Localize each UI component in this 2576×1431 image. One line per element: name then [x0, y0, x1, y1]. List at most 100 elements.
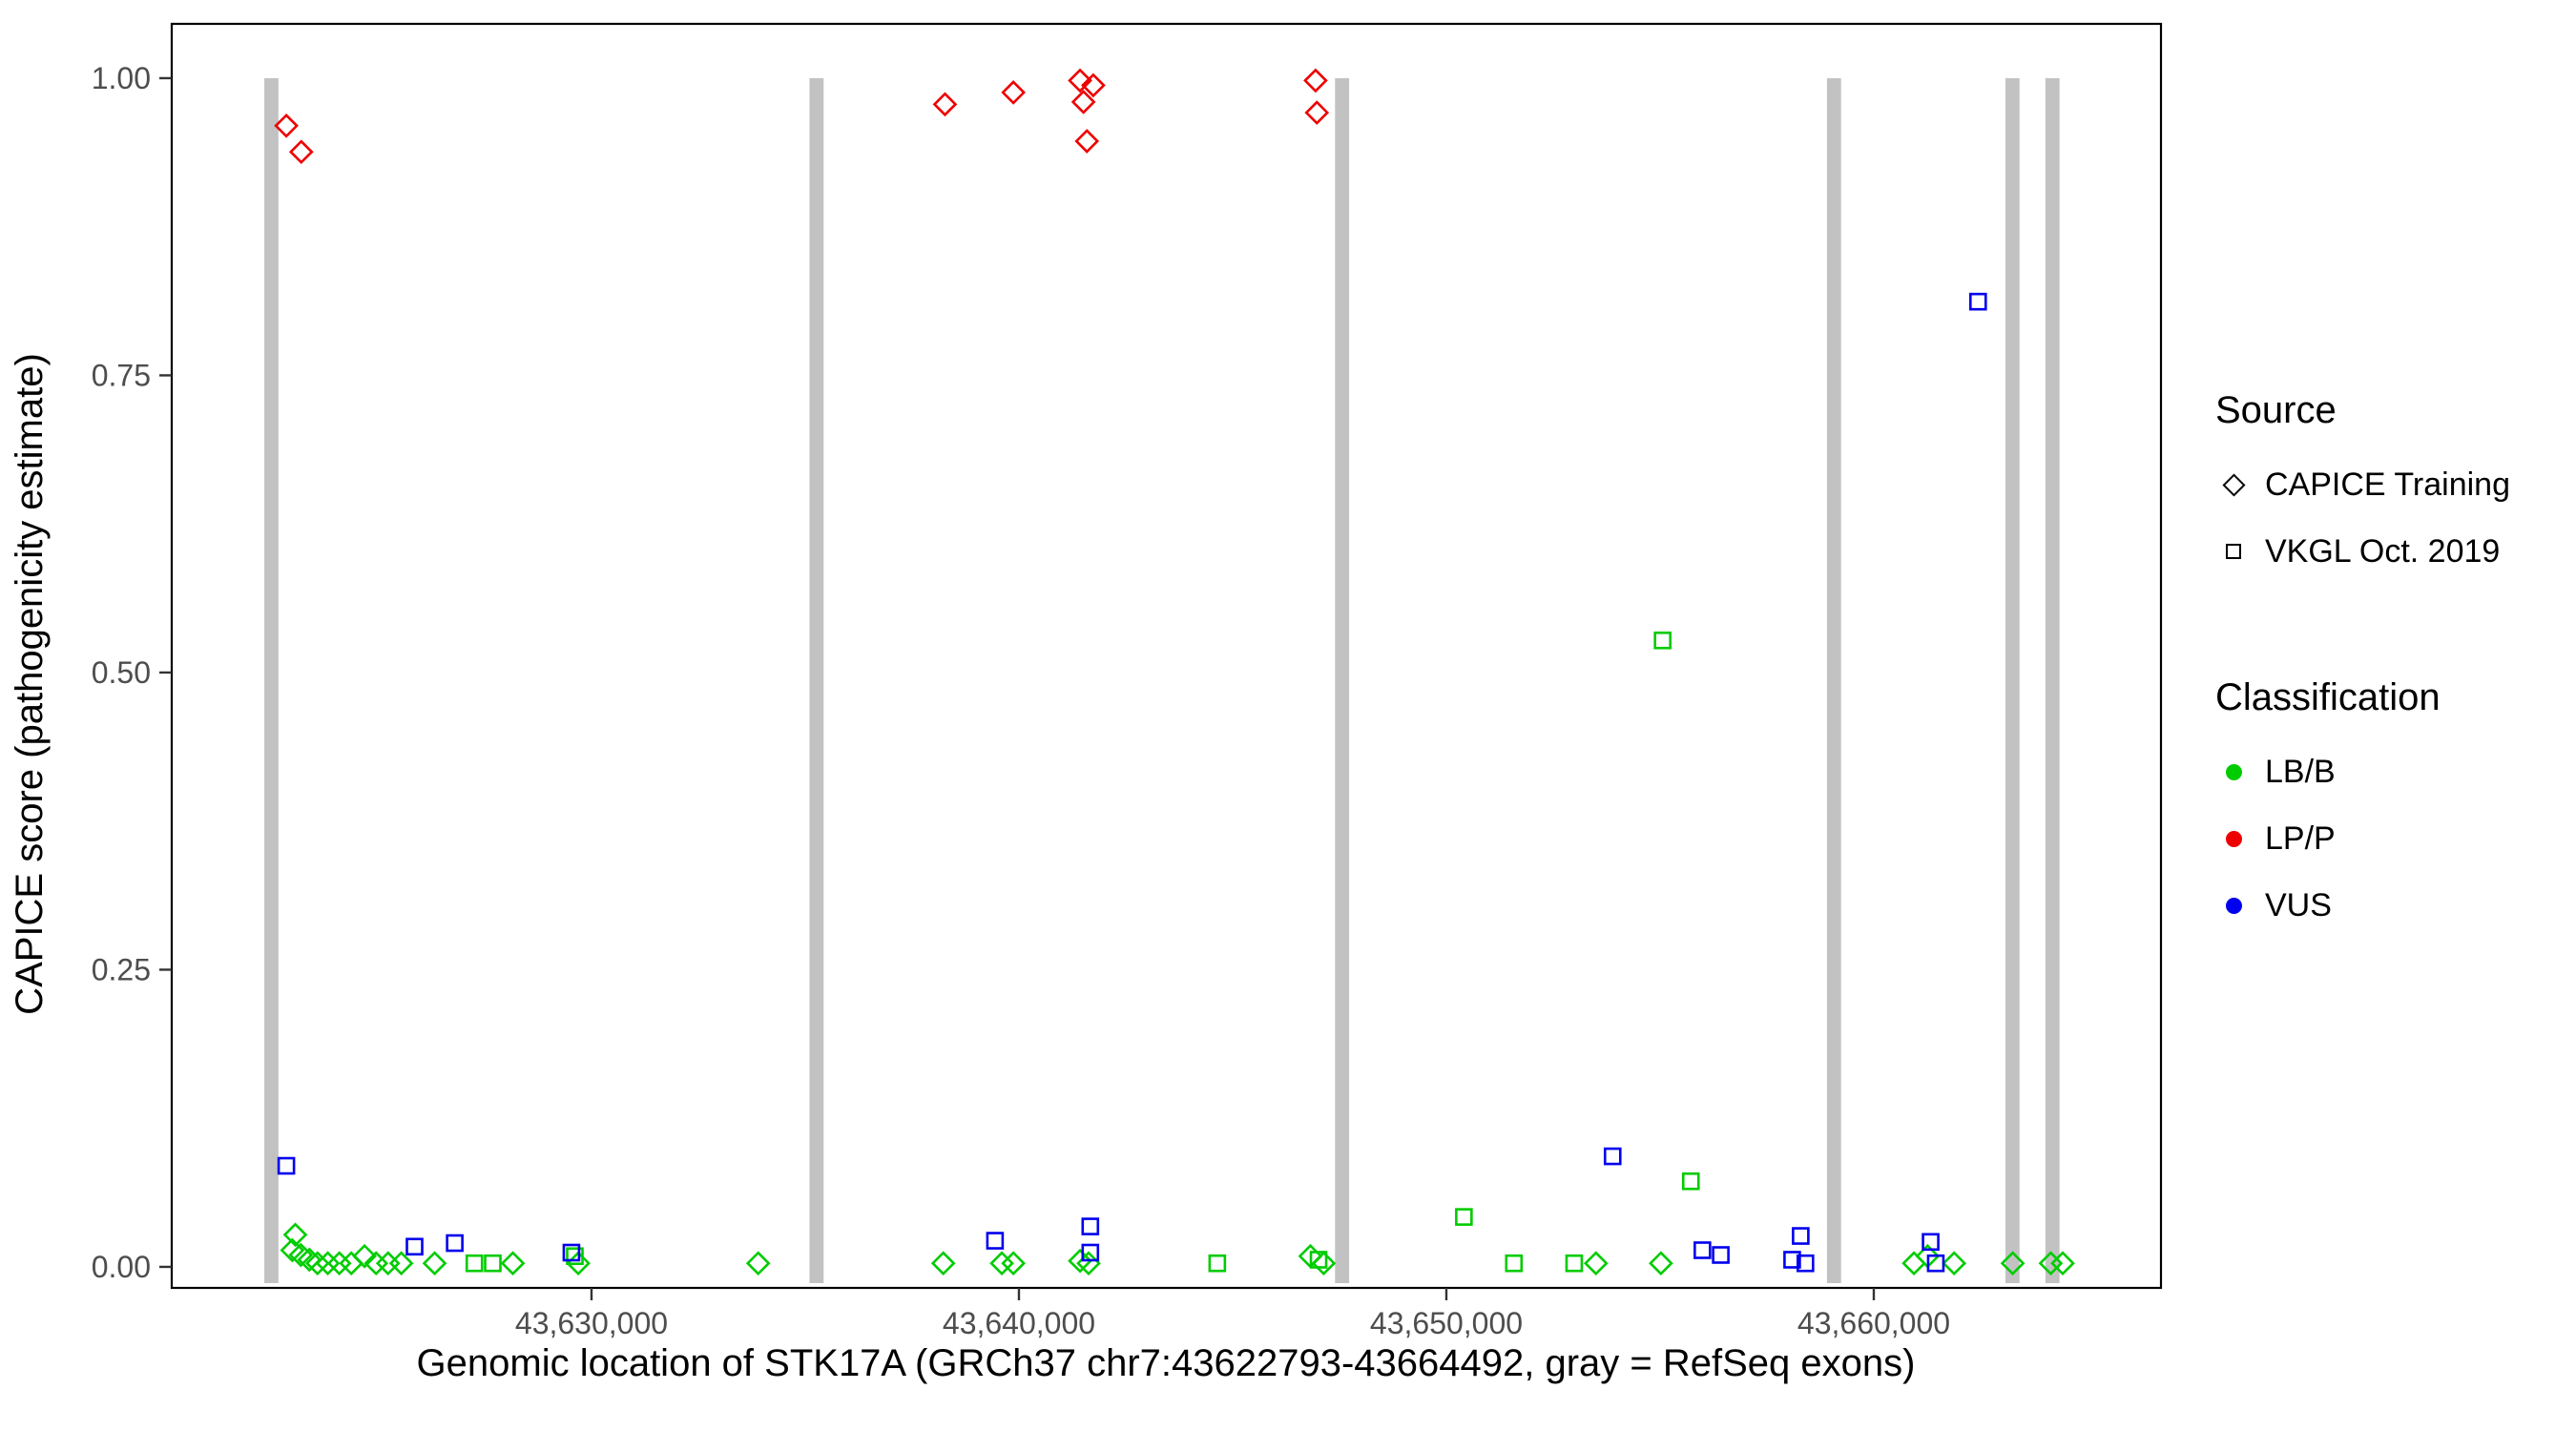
data-point-diamond	[297, 1247, 322, 1273]
data-point-square	[1565, 1254, 1584, 1273]
data-point-square	[465, 1254, 484, 1273]
legend-item-lp-p: LP/P	[2215, 805, 2510, 872]
refseq-exon-bar	[809, 77, 824, 1283]
data-point-diamond	[422, 1251, 447, 1276]
legend-item-label: VKGL Oct. 2019	[2265, 532, 2501, 570]
data-point-square	[1208, 1254, 1227, 1273]
square-icon	[2215, 544, 2252, 559]
x-tick-label: 43,640,000	[943, 1306, 1095, 1340]
y-tick-label: 0.50	[92, 655, 151, 690]
data-point-diamond	[1074, 129, 1100, 154]
data-point-square	[1309, 1251, 1328, 1269]
data-point-diamond	[1583, 1251, 1609, 1276]
data-point-diamond	[1001, 1251, 1026, 1276]
data-point-diamond	[989, 1251, 1014, 1276]
circle-icon	[2215, 830, 2252, 847]
x-tick-label: 43,650,000	[1370, 1306, 1523, 1340]
data-point-diamond	[288, 139, 314, 165]
legend-item-vus: VUS	[2215, 872, 2510, 939]
data-point-square	[1922, 1233, 1940, 1252]
data-point-square	[1792, 1227, 1810, 1245]
refseq-exon-bar	[2045, 77, 2060, 1283]
data-point-square	[1783, 1251, 1801, 1269]
legend-item-label: LB/B	[2265, 753, 2336, 790]
y-tick-label: 1.00	[92, 61, 151, 95]
data-point-square	[1455, 1208, 1473, 1226]
data-point-square	[1653, 632, 1672, 650]
x-axis-title: Genomic location of STK17A (GRCh37 chr7:…	[417, 1342, 1916, 1384]
square-shape	[2226, 544, 2241, 559]
data-point-square	[446, 1234, 464, 1253]
data-point-diamond	[326, 1251, 352, 1276]
data-point-diamond	[274, 113, 299, 138]
refseq-exon-bar	[1826, 77, 1841, 1283]
legend-classification-title: Classification	[2215, 676, 2441, 718]
data-point-diamond	[1649, 1251, 1673, 1276]
circle-icon	[2215, 763, 2252, 780]
diamond-icon	[2215, 472, 2252, 497]
data-point-square	[1603, 1147, 1622, 1166]
data-point-square	[1797, 1254, 1815, 1273]
data-point-diamond	[1304, 100, 1330, 125]
legend-item-label: LP/P	[2265, 819, 2336, 857]
data-point-diamond	[1001, 80, 1026, 105]
data-point-diamond	[1081, 73, 1106, 98]
data-point-square	[484, 1254, 502, 1273]
data-point-diamond	[2000, 1251, 2025, 1276]
data-point-square	[1505, 1254, 1524, 1273]
circle-shape	[2225, 763, 2242, 780]
data-point-diamond	[500, 1251, 526, 1276]
data-point-diamond	[352, 1243, 377, 1269]
data-point-square	[566, 1247, 584, 1266]
plot-panel-layer: 43,630,000 43,640,000 43,650,000 43,660,000…	[92, 22, 2163, 1340]
data-point-diamond	[304, 1251, 330, 1276]
data-point-diamond	[388, 1251, 414, 1276]
y-tick-label: 0.25	[92, 952, 151, 986]
y-tick-label: 0.00	[92, 1250, 151, 1284]
legend: Source CAPICE Training VKGL Oct. 2019 Cl…	[2215, 389, 2510, 939]
data-point-square	[1969, 292, 1987, 311]
data-point-square	[1081, 1243, 1100, 1262]
data-point-square	[1926, 1254, 1945, 1273]
data-point-square	[405, 1237, 424, 1256]
data-point-diamond	[364, 1251, 389, 1276]
data-point-square	[562, 1243, 581, 1262]
refseq-exon-bar	[264, 77, 279, 1283]
legend-item-label: VUS	[2265, 886, 2332, 923]
legend-item-label: CAPICE Training	[2265, 466, 2510, 503]
data-point-diamond	[2038, 1251, 2064, 1276]
data-point-square	[277, 1156, 296, 1175]
data-point-diamond	[1070, 90, 1096, 114]
legend-source-title: Source	[2215, 389, 2337, 431]
x-tick-label: 43,660,000	[1797, 1306, 1950, 1340]
y-tick-label: 0.75	[92, 358, 151, 392]
data-point-diamond	[315, 1251, 341, 1276]
data-point-diamond	[932, 92, 958, 117]
legend-item-vkgl-oct-2019: VKGL Oct. 2019	[2215, 518, 2510, 585]
data-point-diamond	[1068, 1248, 1092, 1274]
data-point-diamond	[2050, 1251, 2075, 1276]
x-tick-label: 43,630,000	[515, 1306, 668, 1340]
circle-shape	[2225, 830, 2242, 847]
data-point-diamond	[1303, 68, 1328, 93]
legend-item-lb-b: LB/B	[2215, 738, 2510, 805]
refseq-exon-bar	[2005, 77, 2020, 1283]
data-point-square	[1693, 1241, 1712, 1259]
data-point-diamond	[745, 1251, 771, 1276]
data-point-square	[986, 1232, 1005, 1250]
data-point-square	[1712, 1246, 1730, 1264]
data-point-diamond	[1068, 68, 1092, 93]
data-point-square	[1681, 1172, 1700, 1191]
data-point-square	[1081, 1217, 1100, 1235]
legend-item-capice-training: CAPICE Training	[2215, 451, 2510, 518]
refseq-exon-bar	[1335, 77, 1350, 1283]
data-point-diamond	[930, 1251, 956, 1276]
data-point-diamond	[282, 1222, 308, 1248]
circle-icon	[2215, 897, 2252, 914]
data-point-diamond	[1942, 1251, 1967, 1276]
plot-panel	[172, 24, 2161, 1288]
panel-border	[170, 22, 2163, 1290]
y-axis-title: CAPICE score (pathogenicity estimate)	[9, 353, 51, 1015]
